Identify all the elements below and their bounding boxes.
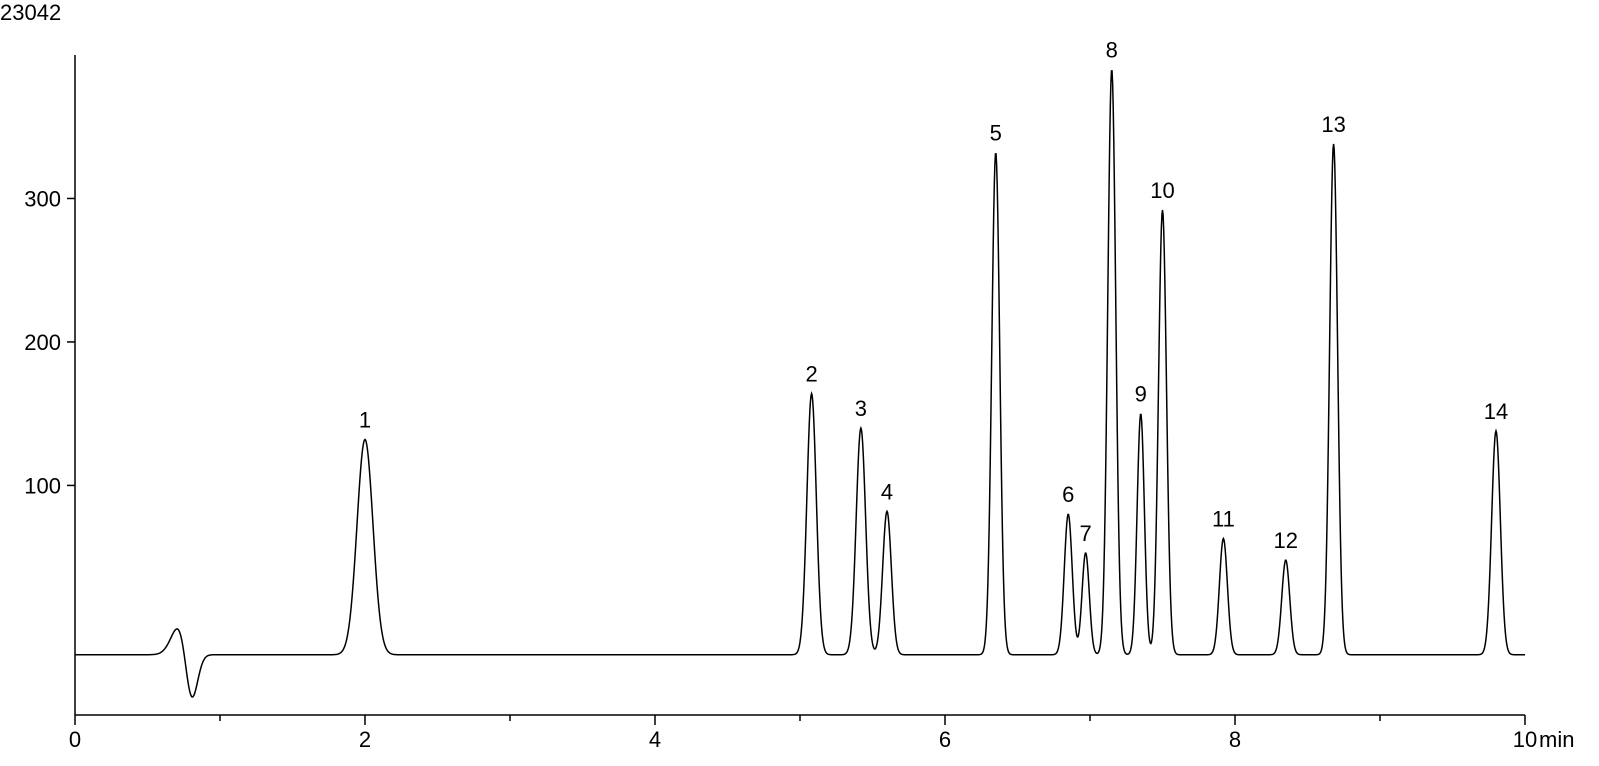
peak-label: 12: [1274, 528, 1298, 553]
peak-label: 13: [1321, 112, 1345, 137]
x-tick-label: 10: [1513, 727, 1537, 752]
x-tick-label: 6: [939, 727, 951, 752]
y-tick-label: 100: [24, 473, 61, 498]
chart-canvas: 230421002003000246810min1234567891011121…: [0, 0, 1599, 766]
peak-label: 4: [881, 479, 893, 504]
peak-label: 11: [1212, 507, 1235, 532]
peak-label: 9: [1135, 382, 1147, 407]
y-tick-label: 200: [24, 330, 61, 355]
peak-label: 10: [1150, 178, 1174, 203]
x-tick-label: 0: [69, 727, 81, 752]
y-tick-label: 300: [24, 186, 61, 211]
peak-label: 5: [990, 121, 1002, 146]
x-tick-label: 2: [359, 727, 371, 752]
peak-label: 8: [1106, 37, 1118, 62]
peak-label: 3: [855, 396, 867, 421]
chromatogram-trace: [75, 71, 1525, 697]
peak-label: 7: [1080, 521, 1092, 546]
peak-label: 2: [805, 362, 817, 387]
x-tick-label: 4: [649, 727, 661, 752]
x-axis-unit: min: [1539, 727, 1574, 752]
x-tick-label: 8: [1229, 727, 1241, 752]
chart-id-label: 23042: [0, 0, 61, 25]
peak-label: 1: [359, 408, 371, 433]
peak-label: 6: [1062, 482, 1074, 507]
chromatogram-chart: 230421002003000246810min1234567891011121…: [0, 0, 1599, 766]
peak-label: 14: [1484, 399, 1508, 424]
